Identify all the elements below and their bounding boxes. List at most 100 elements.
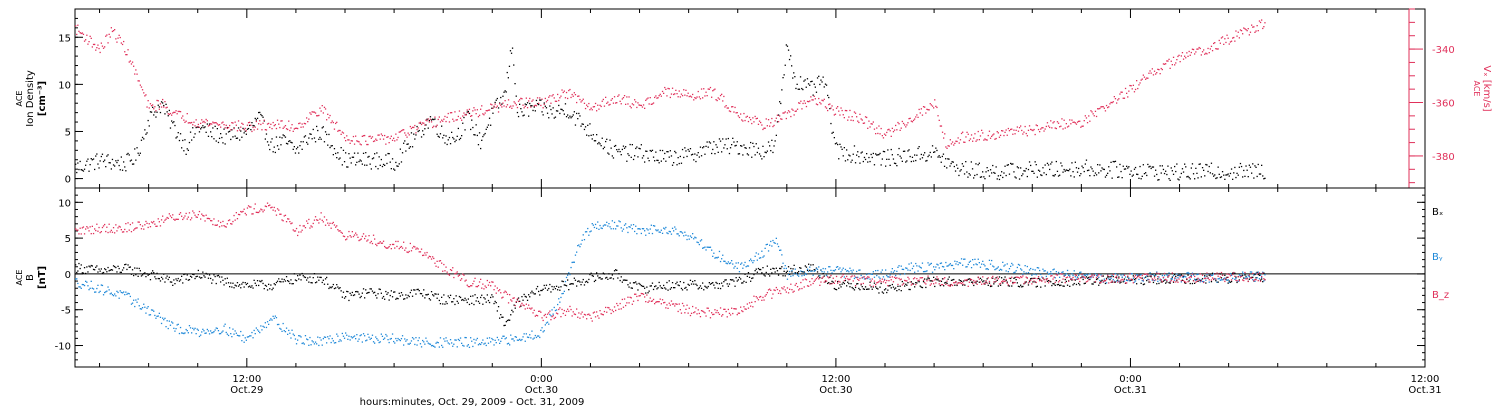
data-point xyxy=(682,289,683,290)
data-point xyxy=(968,134,969,135)
data-point xyxy=(1162,165,1163,166)
data-point xyxy=(1089,273,1090,274)
data-point xyxy=(838,288,839,289)
data-point xyxy=(308,345,309,346)
data-point xyxy=(499,103,500,104)
data-point xyxy=(342,297,343,298)
data-point xyxy=(1216,177,1217,178)
data-point xyxy=(324,284,325,285)
data-point xyxy=(915,160,916,161)
data-point xyxy=(216,140,217,141)
data-point xyxy=(879,133,880,134)
data-point xyxy=(1197,48,1198,49)
data-point xyxy=(184,122,185,123)
data-point xyxy=(347,291,348,292)
data-point xyxy=(125,292,126,293)
data-point xyxy=(819,102,820,103)
data-point xyxy=(1071,120,1072,121)
data-point xyxy=(1077,277,1078,278)
data-point xyxy=(773,125,774,126)
data-point xyxy=(247,207,248,208)
data-point xyxy=(575,314,576,315)
data-point xyxy=(1078,275,1079,276)
data-point xyxy=(956,261,957,262)
data-point xyxy=(557,110,558,111)
data-point xyxy=(660,232,661,233)
data-point xyxy=(482,136,483,137)
data-point xyxy=(586,231,587,232)
data-point xyxy=(429,298,430,299)
data-point xyxy=(203,275,204,276)
data-point xyxy=(593,276,594,277)
data-point xyxy=(473,339,474,340)
data-point xyxy=(244,209,245,210)
data-point xyxy=(540,105,541,106)
data-point xyxy=(247,125,248,126)
data-point xyxy=(576,285,577,286)
data-point xyxy=(599,143,600,144)
data-point xyxy=(127,293,128,294)
data-point xyxy=(767,125,768,126)
data-point xyxy=(403,344,404,345)
data-point xyxy=(307,277,308,278)
data-point xyxy=(596,272,597,273)
data-point xyxy=(471,285,472,286)
data-point xyxy=(784,271,785,272)
y-tick-label: -5 xyxy=(61,306,71,317)
data-point xyxy=(1197,177,1198,178)
data-point xyxy=(586,318,587,319)
data-point xyxy=(773,268,774,269)
data-point xyxy=(350,143,351,144)
data-point xyxy=(294,273,295,274)
data-point xyxy=(1135,167,1136,168)
data-point xyxy=(1251,173,1252,174)
data-point xyxy=(179,140,180,141)
data-point xyxy=(220,222,221,223)
data-point xyxy=(85,281,86,282)
data-point xyxy=(186,279,187,280)
data-point xyxy=(569,89,570,90)
data-point xyxy=(1086,276,1087,277)
data-point xyxy=(561,293,562,294)
data-point xyxy=(232,122,233,123)
data-point xyxy=(506,337,507,338)
data-point xyxy=(336,122,337,123)
data-point xyxy=(670,150,671,151)
data-point xyxy=(932,106,933,107)
data-point xyxy=(971,161,972,162)
data-point xyxy=(334,148,335,149)
data-point xyxy=(1123,98,1124,99)
data-point xyxy=(419,122,420,123)
data-point xyxy=(557,313,558,314)
data-point xyxy=(254,208,255,209)
data-point xyxy=(149,274,150,275)
data-point xyxy=(763,255,764,256)
data-point xyxy=(334,129,335,130)
data-point xyxy=(1103,106,1104,107)
data-point xyxy=(983,264,984,265)
data-point xyxy=(460,138,461,139)
data-point xyxy=(100,232,101,233)
data-point xyxy=(858,122,859,123)
data-point xyxy=(597,315,598,316)
data-point xyxy=(831,281,832,282)
data-point xyxy=(711,153,712,154)
data-point xyxy=(143,304,144,305)
data-point xyxy=(815,87,816,88)
data-point xyxy=(198,270,199,271)
data-point xyxy=(254,280,255,281)
data-point xyxy=(109,289,110,290)
data-point xyxy=(978,259,979,260)
data-point xyxy=(818,76,819,77)
data-point xyxy=(383,296,384,297)
data-point xyxy=(1251,25,1252,26)
data-point xyxy=(1017,282,1018,283)
data-point xyxy=(1253,26,1254,27)
data-point xyxy=(999,276,1000,277)
data-point xyxy=(747,276,748,277)
data-point xyxy=(567,279,568,280)
data-point xyxy=(357,341,358,342)
data-point xyxy=(348,139,349,140)
data-point xyxy=(989,131,990,132)
data-point xyxy=(149,314,150,315)
